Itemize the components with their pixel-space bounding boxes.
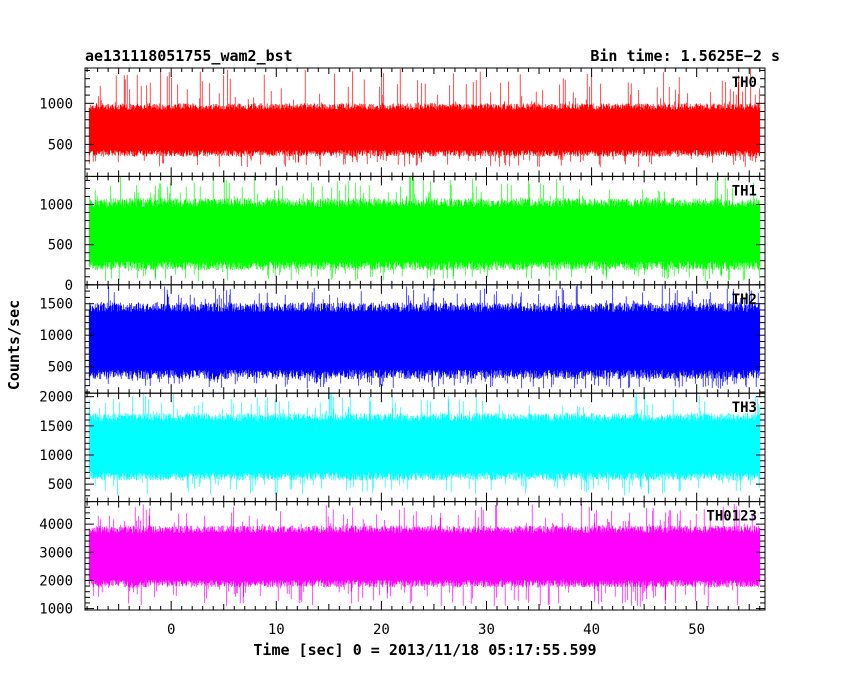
x-tick-label: 20: [373, 622, 390, 638]
y-tick-label: 500: [48, 137, 73, 153]
panel-th2: 500 1000 1500 TH2: [39, 284, 766, 394]
series-core-th2: [89, 313, 760, 369]
y-tick-label: 1000: [39, 198, 73, 214]
panel-label-th2: TH2: [732, 292, 757, 308]
panel-th0: 500 1000 TH0: [39, 67, 766, 177]
panel-frame: [84, 501, 766, 611]
y-tick-label: 1000: [39, 602, 73, 618]
x-tick-label: 10: [268, 622, 285, 638]
x-tick-label: 50: [688, 622, 705, 638]
chart-title: ae131118051755_wam2_bst: [85, 47, 293, 65]
bin-time-label: Bin time: 1.5625E−2 s: [590, 47, 780, 65]
x-tick-label: 30: [478, 622, 495, 638]
panel-label-th0: TH0: [732, 75, 757, 91]
y-tick-label: 500: [48, 238, 73, 254]
y-tick-label: 4000: [39, 517, 73, 533]
y-tick-label: 1000: [39, 328, 73, 344]
y-tick-label: 2000: [39, 573, 73, 589]
y-tick-label: 2000: [39, 390, 73, 406]
panel-th0123: 1000 2000 3000 4000 TH0123: [39, 501, 766, 618]
y-tick-label: 1500: [39, 419, 73, 435]
y-tick-label: 3000: [39, 545, 73, 561]
series-core-th3: [89, 422, 760, 472]
panel-th3: 500 1000 1500 2000 TH3: [39, 390, 766, 503]
y-tick-label: 0: [65, 278, 73, 294]
series-core-th0123: [89, 534, 760, 579]
panel-label-th3: TH3: [732, 400, 757, 416]
panel-label-th1: TH1: [732, 183, 757, 199]
y-tick-label: 1000: [39, 96, 73, 112]
x-tick-label: 40: [583, 622, 600, 638]
y-tick-label: 500: [48, 477, 73, 493]
series-core-th1: [89, 208, 760, 261]
series-core-th0: [89, 110, 760, 150]
panel-th1: 0 500 1000 TH1: [39, 175, 766, 294]
panel-label-th0123: TH0123: [706, 509, 757, 525]
x-tick-label: 0: [167, 622, 175, 638]
y-tick-label: 1000: [39, 448, 73, 464]
y-tick-label: 1500: [39, 297, 73, 313]
x-axis-title: Time [sec] 0 = 2013/11/18 05:17:55.599: [253, 641, 596, 659]
y-tick-label: 500: [48, 360, 73, 376]
y-axis-title: Counts/sec: [5, 300, 23, 390]
